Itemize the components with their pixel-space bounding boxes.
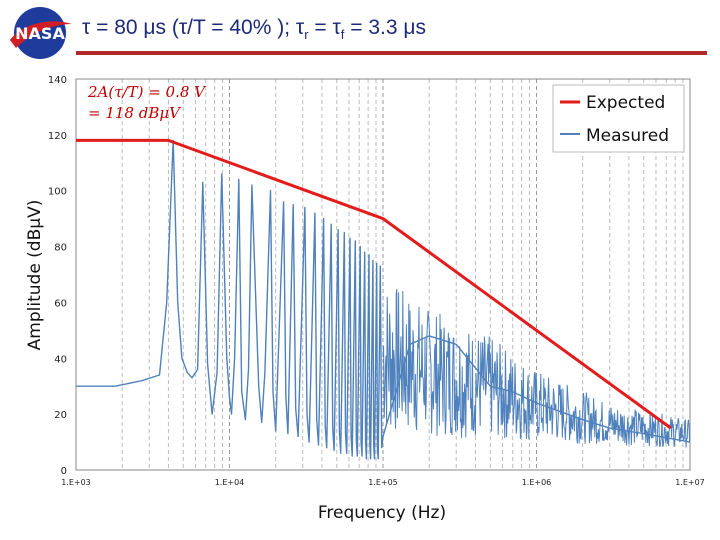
title-main: τ = 80 μs (τ/T = 40% ); τ bbox=[82, 16, 305, 39]
plot-area-frame bbox=[75, 78, 691, 471]
y-tick-label: 20 bbox=[54, 410, 67, 421]
logo-text: NASA bbox=[15, 24, 65, 43]
y-axis-title: Amplitude (dBμV) bbox=[25, 200, 45, 351]
slide-title: τ = 80 μs (τ/T = 40% ); τr = τf = 3.3 μs bbox=[82, 16, 426, 42]
nasa-logo: NASA bbox=[10, 7, 72, 59]
y-tick-label: 100 bbox=[48, 187, 67, 198]
title-end: = 3.3 μs bbox=[344, 16, 426, 39]
x-tick-label: 1.E+05 bbox=[368, 478, 398, 487]
x-tick-label: 1.E+06 bbox=[522, 478, 552, 487]
legend-label-expected: Expected bbox=[586, 93, 665, 113]
y-tick-label: 60 bbox=[54, 298, 67, 309]
expected-series-line bbox=[76, 138, 672, 430]
y-tick-label: 0 bbox=[61, 466, 67, 477]
annotation-line-1: 2A(τ/T) = 0.8 V bbox=[87, 83, 207, 101]
legend-label-measured: Measured bbox=[586, 126, 669, 146]
title-divider bbox=[76, 51, 707, 55]
annotation-line-2: = 118 dBμV bbox=[88, 104, 182, 122]
title-mid: = τ bbox=[308, 16, 341, 39]
measured-noise-band bbox=[382, 289, 691, 448]
legend-box bbox=[552, 84, 685, 153]
y-tick-label: 40 bbox=[54, 354, 67, 365]
y-tick-label: 140 bbox=[48, 75, 67, 86]
measured-series-line bbox=[76, 139, 691, 460]
y-tick-label: 80 bbox=[54, 243, 67, 254]
title-sub-f: f bbox=[340, 27, 345, 43]
title-sub-r: r bbox=[304, 27, 309, 43]
legend: Expected Measured bbox=[552, 84, 685, 153]
y-tick-label: 120 bbox=[48, 131, 67, 142]
x-axis-title: Frequency (Hz) bbox=[318, 503, 446, 523]
series-layer bbox=[76, 138, 691, 460]
x-axis-ticks: 1.E+03 1.E+04 1.E+05 1.E+06 1.E+07 bbox=[61, 478, 705, 487]
y-axis-ticks: 0 20 40 60 80 100 120 140 bbox=[48, 75, 67, 477]
x-tick-label: 1.E+07 bbox=[675, 478, 705, 487]
x-tick-label: 1.E+04 bbox=[215, 478, 245, 487]
x-tick-label: 1.E+03 bbox=[61, 478, 91, 487]
